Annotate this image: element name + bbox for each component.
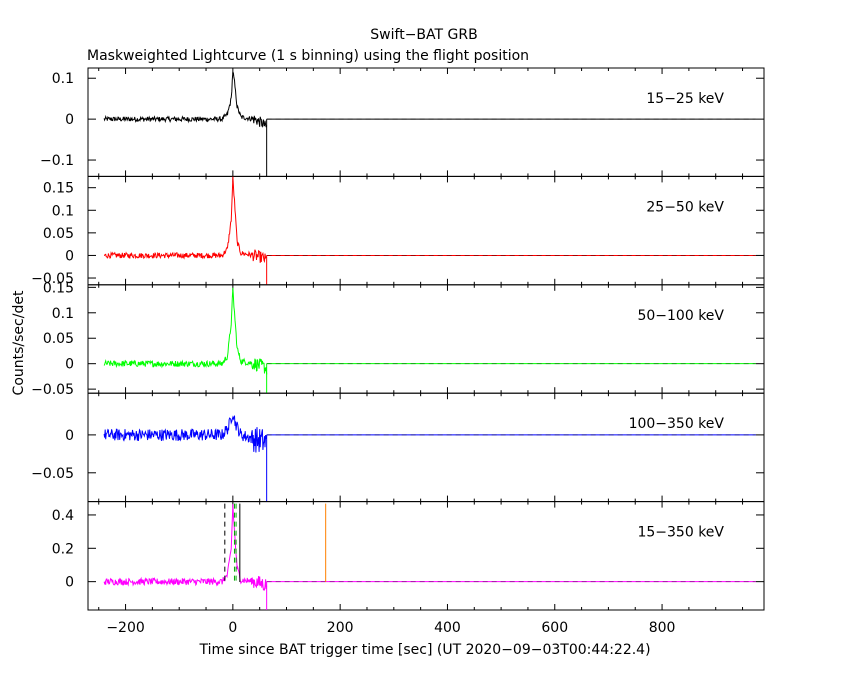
x-tick-label: 600 [541,620,568,636]
y-tick-label: 0 [65,357,74,373]
x-tick-label: 200 [327,620,354,636]
figure-title: Swift−BAT GRB [370,27,477,43]
y-tick-label: 0 [65,112,74,128]
y-tick-label: 0 [65,428,74,444]
x-tick-label: 400 [434,620,461,636]
x-tick-label: 800 [649,620,676,636]
x-tick-label: −200 [106,620,144,636]
y-tick-label: 0.1 [52,203,74,219]
y-tick-label: 0.4 [52,508,74,524]
panel-5: −200 0 200 400 600 800 0.4 0.2 0 15−350 keV [52,501,765,636]
y-tick-label: −0.1 [40,153,74,169]
y-tick-label: 0.05 [43,331,74,347]
panel-frame [87,175,765,286]
figure-subtitle: Maskweighted Lightcurve (1 s binning) us… [87,48,529,64]
energy-band-label: 50−100 keV [637,308,724,324]
y-tick-label: 0 [65,575,74,591]
energy-band-label: 25−50 keV [646,199,724,215]
panel-frame [87,501,765,611]
y-axis-label: Counts/sec/det [11,290,27,395]
lightcurve-line [103,71,268,128]
y-tick-label: 0.1 [52,71,74,87]
panels-group: 0.1 0 −0.1 15−25 keV 0.15 0.1 0.05 0 −0.05 25−50 … [31,67,765,636]
panel-4: 0 −0.05 100−350 keV [31,392,765,503]
panel-1: 0.1 0 −0.1 15−25 keV [40,67,765,177]
y-tick-label: 0 [65,248,74,264]
y-tick-label: 0.15 [43,280,74,296]
x-axis-label: Time since BAT trigger time [sec] (UT 20… [198,642,650,658]
panel-frame [87,392,765,503]
lightcurve-line [103,504,268,591]
lightcurve-line [103,415,268,453]
panel-3: 0.15 0.1 0.05 0 −0.05 50−100 keV [31,280,765,398]
energy-band-label: 15−25 keV [646,91,724,107]
panel-frame [87,284,765,394]
y-tick-label: 0.1 [52,306,74,322]
y-tick-label: −0.05 [31,382,74,398]
y-tick-label: 0.2 [52,541,74,557]
lightcurve-line [104,176,267,264]
y-tick-label: 0.15 [43,181,74,197]
x-tick-label: 0 [228,620,237,636]
energy-band-label: 15−350 keV [637,525,724,541]
y-tick-label: −0.05 [31,466,74,482]
panel-2: 0.15 0.1 0.05 0 −0.05 25−50 keV [31,175,765,287]
panel-frame [87,67,765,177]
lightcurve-line [103,287,268,375]
energy-band-label: 100−350 keV [629,416,725,432]
y-tick-label: −0.05 [31,271,74,287]
y-tick-label: 0.05 [43,226,74,242]
